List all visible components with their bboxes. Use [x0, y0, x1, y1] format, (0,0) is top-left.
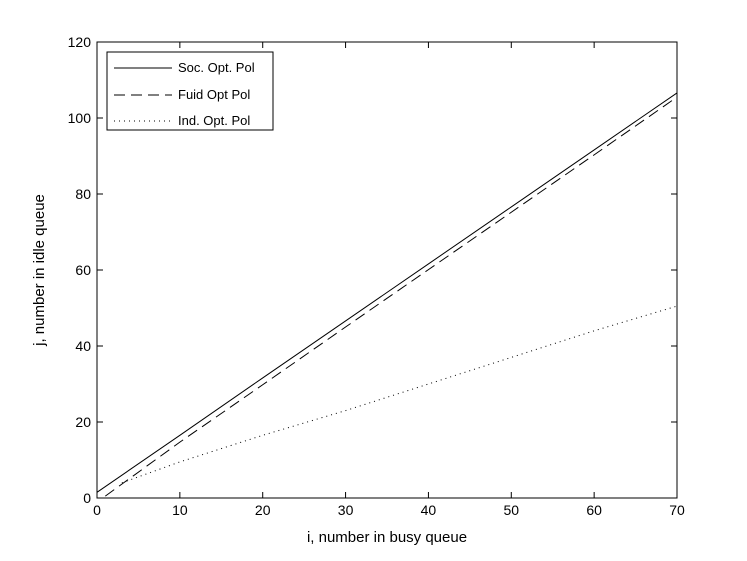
y-tick-label: 80	[75, 186, 91, 202]
x-tick-label: 50	[503, 502, 519, 518]
x-tick-label: 20	[255, 502, 271, 518]
x-axis-label: i, number in busy queue	[307, 529, 467, 546]
y-tick-label: 20	[75, 414, 91, 430]
x-tick-label: 10	[172, 502, 188, 518]
x-tick-label: 70	[669, 502, 685, 518]
x-tick-label: 60	[586, 502, 602, 518]
x-tick-label: 0	[93, 502, 101, 518]
x-tick-label: 40	[421, 502, 437, 518]
legend-box	[106, 51, 274, 131]
x-tick-label: 30	[338, 502, 354, 518]
y-tick-label: 0	[83, 490, 91, 506]
series-layer	[96, 92, 678, 497]
legend: Soc. Opt. Pol Fuid Opt Pol Ind. Opt. Pol	[106, 51, 274, 131]
y-tick-label: 100	[68, 110, 92, 126]
series-line-fuid-opt-pol	[104, 96, 678, 497]
y-tick-label: 60	[75, 262, 91, 278]
y-tick-label: 120	[68, 34, 92, 50]
series-line-soc-opt-pol	[96, 92, 678, 493]
legend-label-soc-opt-pol: Soc. Opt. Pol	[178, 60, 255, 75]
y-tick-label: 40	[75, 338, 91, 354]
legend-label-ind-opt-pol: Ind. Opt. Pol	[178, 113, 250, 128]
tick-layer: 0 10 20 30 40 50 60 70 0 20 40 60 80 100 120	[68, 34, 685, 518]
y-axis-label: j, number in idle queue	[31, 194, 48, 347]
legend-label-fuid-opt-pol: Fuid Opt Pol	[178, 87, 250, 102]
